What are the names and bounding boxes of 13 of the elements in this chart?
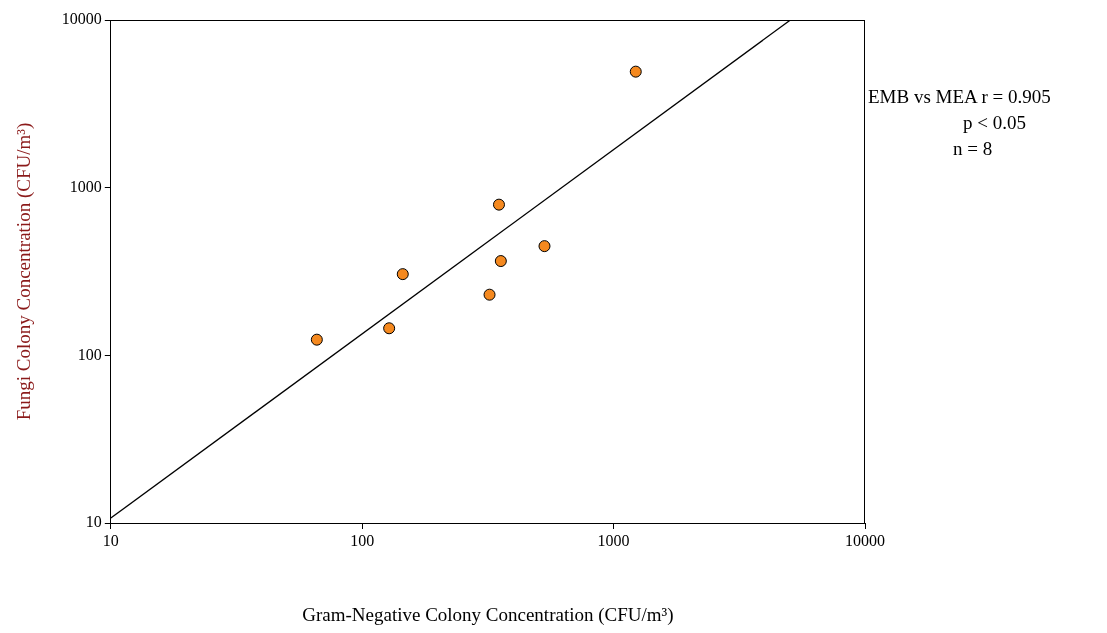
x-tick-label: 10000 [845,531,885,549]
x-tick-label: 1000 [597,531,630,549]
text: n = 8 [952,137,994,161]
text: EMB vs MEA r = 0.905 [868,85,1051,109]
y-tick-label: 100 [77,345,102,363]
y-tick-label: 1000 [69,177,102,195]
y-axis-title: Fungi Colony Concentration (CFU/m³) [13,122,36,421]
y-tick-label: 10 [85,513,102,531]
text: p < 0.05 [962,111,1027,135]
x-tick-label: 10 [102,531,119,549]
x-axis-title: Gram-Negative Colony Concentration (CFU/m³) [302,603,674,626]
y-tick-label: 10000 [61,10,102,28]
x-tick-label: 100 [350,531,375,549]
